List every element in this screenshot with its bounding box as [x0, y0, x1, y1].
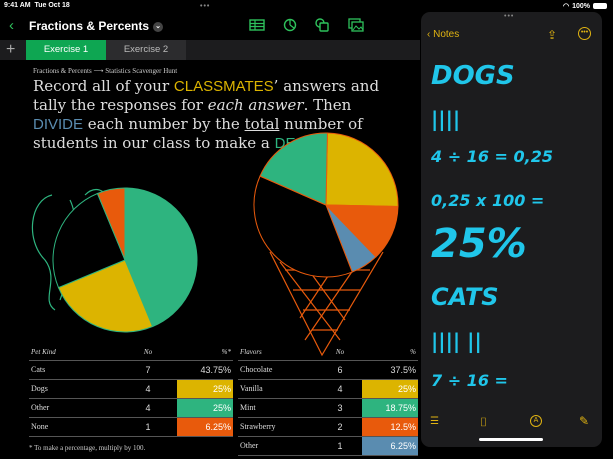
- label-cell: Chocolate: [238, 360, 318, 380]
- document-title[interactable]: Fractions & Percents ⌄: [29, 19, 164, 33]
- table-row: None 1 6.25%: [29, 417, 233, 437]
- panel-drag-handle[interactable]: •••: [504, 13, 515, 20]
- table-row: Mint 3 18.75%: [238, 398, 418, 418]
- media-icon[interactable]: [348, 18, 364, 32]
- tab-exercise-1[interactable]: Exercise 1: [26, 40, 106, 60]
- notes-slide-over: ••• ‹ Notes ⇪ ••• DOGS |||| 4 ÷ 16 = 0,25 0…: [421, 12, 602, 447]
- note-line: |||| ||: [431, 329, 482, 353]
- header-no: No: [318, 344, 362, 361]
- charts-canvas: [31, 132, 399, 357]
- markup-icon[interactable]: A: [530, 415, 542, 427]
- count-cell: 4: [119, 379, 177, 399]
- toolbar: ‹ Fractions & Percents ⌄: [0, 14, 420, 38]
- count-cell: 4: [318, 379, 362, 399]
- status-bar: 9:41 AM Tue Oct 18 ••• ◠ 100%: [0, 0, 613, 12]
- header-percent: %: [362, 344, 418, 361]
- header-no: No: [119, 344, 177, 361]
- note-line: 25%: [431, 221, 527, 267]
- share-icon[interactable]: ⇪: [547, 28, 558, 42]
- percent-cell: 37.5%: [362, 360, 418, 380]
- pie-slice-cats: [124, 187, 198, 328]
- header-percent: %*: [177, 344, 233, 361]
- tab-exercise-2[interactable]: Exercise 2: [106, 40, 186, 60]
- percent-cell: 6.25%: [362, 436, 418, 456]
- label-cell: Other: [238, 436, 318, 456]
- count-cell: 6: [318, 360, 362, 380]
- note-line: 4 ÷ 16 = 0,25: [431, 147, 553, 166]
- percent-cell: 25%: [177, 398, 233, 418]
- percent-cell: 43.75%: [177, 360, 233, 380]
- label-cell: None: [29, 417, 119, 437]
- note-line: DOGS: [431, 61, 515, 91]
- sheet-tabs: + Exercise 1 Exercise 2: [0, 40, 420, 60]
- header-pet-kind: Pet Kind: [29, 344, 119, 361]
- flavor-pie-chart: [253, 132, 399, 278]
- count-cell: 2: [318, 417, 362, 437]
- note-line: CATS: [431, 283, 499, 311]
- back-button[interactable]: ‹: [9, 17, 14, 34]
- table-row: Other 4 25%: [29, 398, 233, 418]
- pie-slice-chocolate: [253, 175, 353, 278]
- pie-slice-vanilla: [325, 132, 399, 207]
- header-flavors: Flavors: [238, 344, 318, 361]
- battery-percent: 100%: [572, 2, 590, 10]
- chart-icon[interactable]: [282, 18, 298, 32]
- count-cell: 3: [318, 398, 362, 418]
- note-line: 7 ÷ 16 =: [431, 371, 508, 390]
- table-row: Cats 7 43.75%: [29, 360, 233, 380]
- pet-pie-chart: [52, 187, 198, 333]
- count-cell: 1: [119, 417, 177, 437]
- count-cell: 4: [119, 398, 177, 418]
- percent-cell: 12.5%: [362, 417, 418, 437]
- percent-cell: 25%: [362, 379, 418, 399]
- count-cell: 1: [318, 436, 362, 456]
- more-icon[interactable]: •••: [578, 27, 591, 40]
- battery-icon: [593, 3, 607, 9]
- note-line: ||||: [431, 107, 461, 131]
- pets-table: Pet Kind No %* Cats 7 43.75% Dogs 4 25% Other 4 25…: [29, 344, 233, 437]
- checklist-icon[interactable]: ☰: [430, 416, 439, 427]
- table-icon[interactable]: [249, 18, 265, 32]
- shapes-icon[interactable]: [314, 18, 330, 32]
- chevron-down-icon[interactable]: ⌄: [153, 21, 164, 32]
- wifi-icon: ◠: [562, 3, 570, 10]
- status-time: 9:41 AM Tue Oct 18: [4, 2, 70, 9]
- label-cell: Cats: [29, 360, 119, 380]
- label-cell: Dogs: [29, 379, 119, 399]
- percent-cell: 25%: [177, 379, 233, 399]
- flavors-table: Flavors No% Chocolate 6 37.5% Vanilla 4 25% Min…: [238, 344, 418, 456]
- camera-icon[interactable]: ⌷: [480, 415, 488, 429]
- breadcrumb: Fractions & Percents ⟶ Statistics Scaven…: [33, 67, 178, 75]
- notes-back-button[interactable]: ‹ Notes: [427, 29, 460, 40]
- table-row: Dogs 4 25%: [29, 379, 233, 399]
- label-cell: Other: [29, 398, 119, 418]
- home-indicator: [479, 438, 543, 441]
- label-cell: Vanilla: [238, 379, 318, 399]
- label-cell: Mint: [238, 398, 318, 418]
- add-sheet-button[interactable]: +: [6, 41, 16, 58]
- label-cell: Strawberry: [238, 417, 318, 437]
- table-row: Other 1 6.25%: [238, 436, 418, 456]
- multitask-dots[interactable]: •••: [200, 3, 211, 10]
- table-row: Chocolate 6 37.5%: [238, 360, 418, 380]
- instructions: Record all of your CLASSMATES’ answers a…: [33, 77, 380, 152]
- count-cell: 7: [119, 360, 177, 380]
- pie-slice-mint: [259, 132, 328, 206]
- note-line: 0,25 x 100 =: [431, 191, 545, 210]
- compose-icon[interactable]: ✎: [579, 414, 590, 428]
- percent-cell: 18.75%: [362, 398, 418, 418]
- table-row: Strawberry 2 12.5%: [238, 417, 418, 437]
- percent-cell: 6.25%: [177, 417, 233, 437]
- table-row: Vanilla 4 25%: [238, 379, 418, 399]
- footnote: * To make a percentage, multiply by 100.: [29, 444, 146, 452]
- status-right: ◠ 100%: [563, 2, 607, 10]
- pie-slice-none: [96, 187, 126, 261]
